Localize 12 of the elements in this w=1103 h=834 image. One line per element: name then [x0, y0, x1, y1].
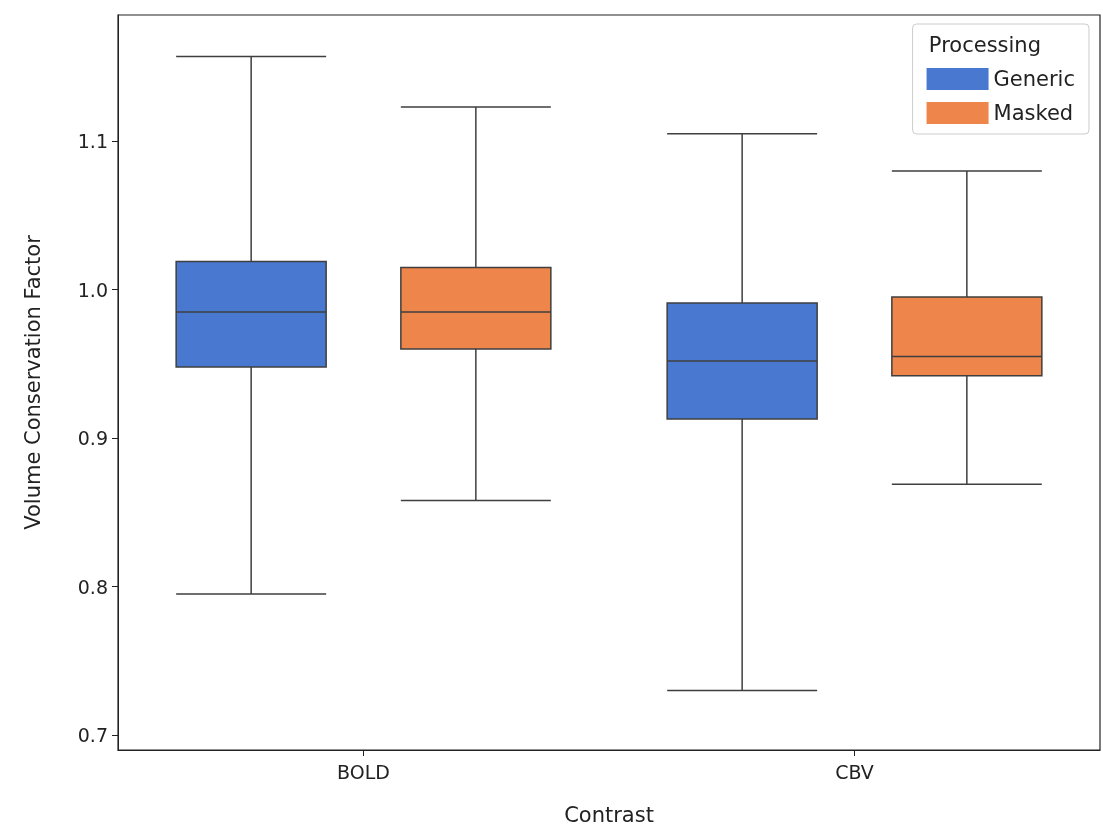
legend-label: Masked — [993, 101, 1074, 125]
y-tick-label: 0.8 — [77, 575, 108, 598]
y-tick-label: 1.1 — [77, 130, 108, 153]
y-tick-label: 0.9 — [77, 427, 108, 450]
x-axis-title: Contrast — [564, 802, 654, 827]
legend-label: Generic — [993, 67, 1075, 91]
y-tick-label: 1.0 — [77, 278, 108, 301]
y-tick-label: 0.7 — [77, 724, 108, 747]
x-tick-label: CBV — [835, 760, 874, 783]
y-axis-title: Volume Conservation Factor — [20, 234, 45, 530]
x-tick-label: BOLD — [337, 760, 390, 783]
legend-title: Processing — [928, 32, 1041, 57]
